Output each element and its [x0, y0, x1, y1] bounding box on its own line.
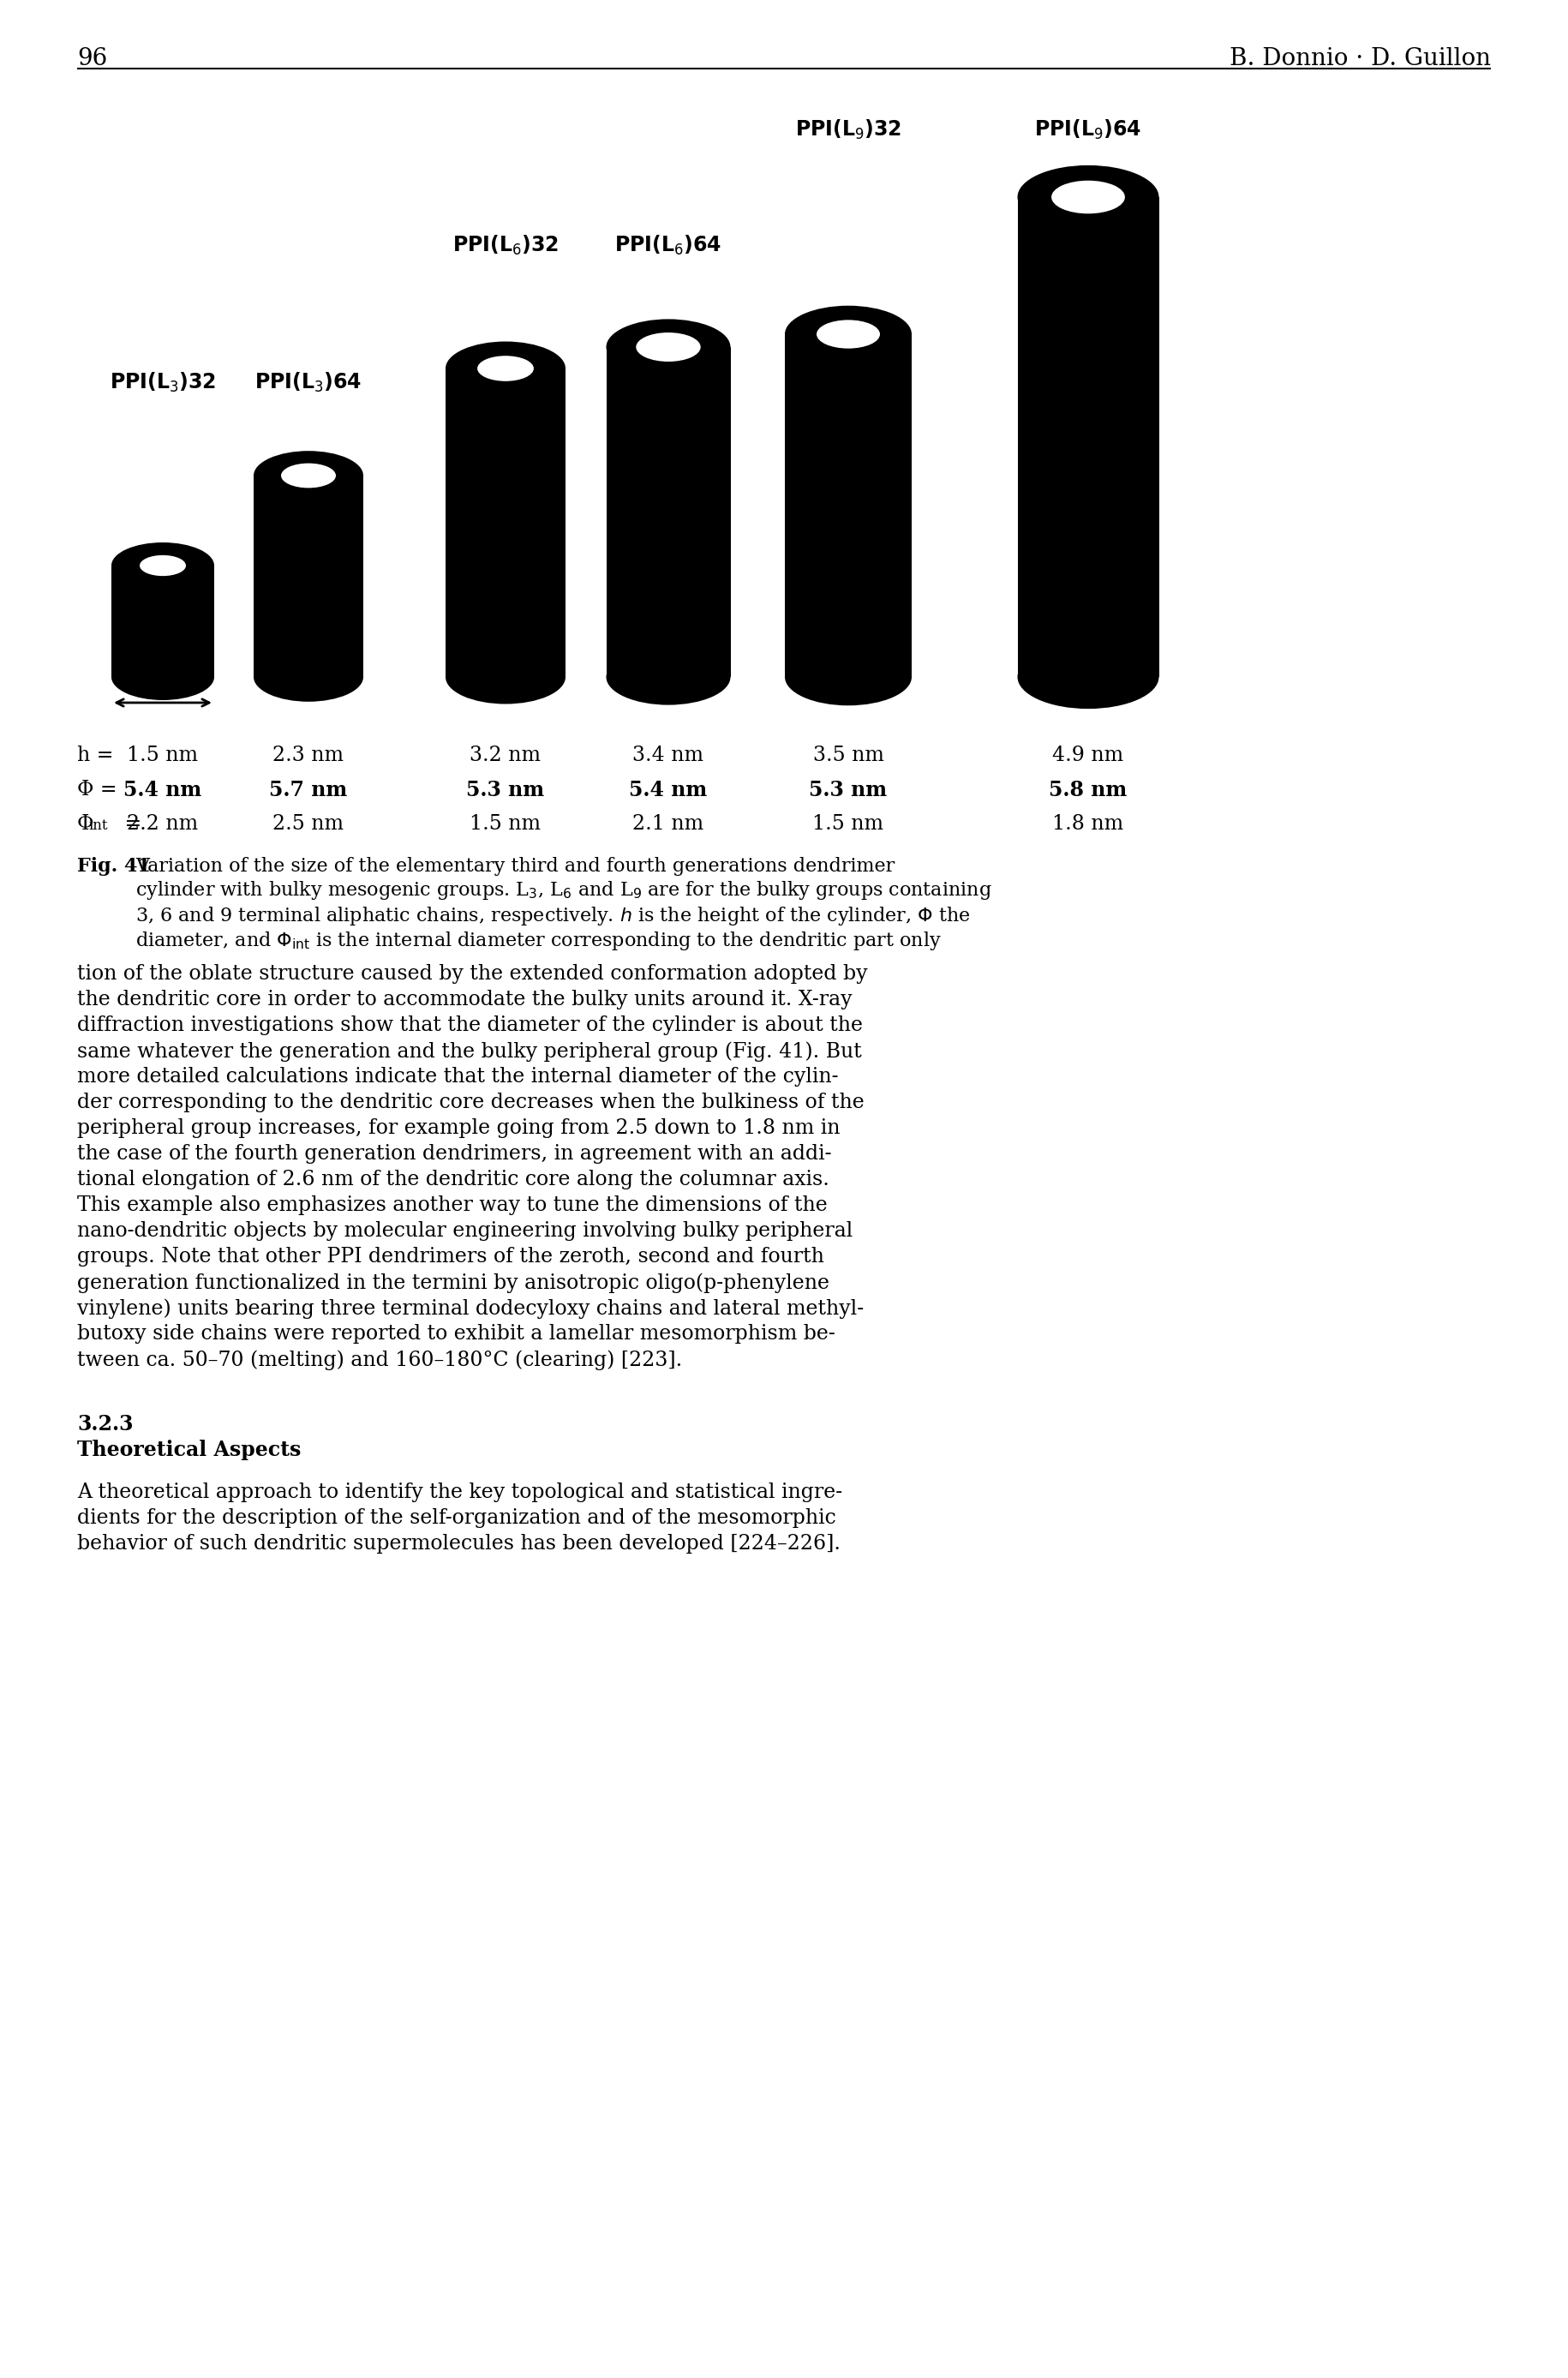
Ellipse shape — [445, 649, 566, 704]
Text: Φ: Φ — [77, 813, 94, 835]
Text: Fig. 41: Fig. 41 — [77, 856, 157, 875]
Bar — [111, 566, 215, 678]
Text: PPI(L$_3$)64: PPI(L$_3$)64 — [254, 371, 362, 395]
Text: =: = — [118, 813, 141, 835]
Text: 1.5 nm: 1.5 nm — [127, 747, 199, 766]
Ellipse shape — [254, 452, 364, 499]
Text: PPI(L$_6$)32: PPI(L$_6$)32 — [452, 233, 558, 257]
Text: butoxy side chains were reported to exhibit a lamellar mesomorphism be-: butoxy side chains were reported to exhi… — [77, 1325, 836, 1344]
Ellipse shape — [254, 652, 364, 702]
Text: 5.4 nm: 5.4 nm — [629, 780, 707, 801]
Text: vinylene) units bearing three terminal dodecyloxy chains and lateral methyl-: vinylene) units bearing three terminal d… — [77, 1298, 864, 1317]
Ellipse shape — [1018, 166, 1159, 228]
Bar — [445, 369, 566, 678]
Text: 3.5 nm: 3.5 nm — [812, 747, 884, 766]
Bar — [1018, 197, 1159, 678]
Text: B. Donnio · D. Guillon: B. Donnio · D. Guillon — [1229, 48, 1491, 71]
Ellipse shape — [111, 654, 215, 699]
Text: int: int — [88, 818, 108, 832]
Ellipse shape — [786, 649, 911, 706]
Text: diffraction investigations show that the diameter of the cylinder is about the: diffraction investigations show that the… — [77, 1015, 862, 1034]
Text: generation functionalized in the termini by anisotropic oligo(p-phenylene: generation functionalized in the termini… — [77, 1272, 829, 1294]
Text: Φ =: Φ = — [77, 780, 118, 799]
Text: dients for the description of the self-organization and of the mesomorphic: dients for the description of the self-o… — [77, 1508, 836, 1529]
Text: PPI(L$_9$)32: PPI(L$_9$)32 — [795, 119, 902, 140]
Text: 96: 96 — [77, 48, 107, 71]
Text: groups. Note that other PPI dendrimers of the zeroth, second and fourth: groups. Note that other PPI dendrimers o… — [77, 1246, 825, 1267]
Text: peripheral group increases, for example going from 2.5 down to 1.8 nm in: peripheral group increases, for example … — [77, 1118, 840, 1139]
Ellipse shape — [637, 333, 701, 361]
Bar — [254, 476, 364, 678]
Text: 4.9 nm: 4.9 nm — [1052, 747, 1124, 766]
Text: Variation of the size of the elementary third and fourth generations dendrimer
c: Variation of the size of the elementary … — [135, 856, 993, 954]
Text: 2.1 nm: 2.1 nm — [633, 813, 704, 835]
Text: Theoretical Aspects: Theoretical Aspects — [77, 1439, 301, 1460]
Bar — [607, 347, 731, 678]
Text: der corresponding to the dendritic core decreases when the bulkiness of the: der corresponding to the dendritic core … — [77, 1092, 864, 1113]
Bar — [786, 335, 911, 678]
Text: nano-dendritic objects by molecular engineering involving bulky peripheral: nano-dendritic objects by molecular engi… — [77, 1222, 853, 1241]
Text: same whatever the generation and the bulky peripheral group (Fig. 41). But: same whatever the generation and the bul… — [77, 1042, 862, 1061]
Text: more detailed calculations indicate that the internal diameter of the cylin-: more detailed calculations indicate that… — [77, 1068, 839, 1087]
Ellipse shape — [786, 307, 911, 364]
Text: 5.3 nm: 5.3 nm — [467, 780, 544, 801]
Text: tion of the oblate structure caused by the extended conformation adopted by: tion of the oblate structure caused by t… — [77, 963, 867, 984]
Ellipse shape — [607, 319, 731, 376]
Text: 2.2 nm: 2.2 nm — [127, 813, 199, 835]
Text: 1.8 nm: 1.8 nm — [1052, 813, 1124, 835]
Text: 5.4 nm: 5.4 nm — [124, 780, 202, 801]
Text: 5.8 nm: 5.8 nm — [1049, 780, 1127, 801]
Ellipse shape — [607, 649, 731, 704]
Ellipse shape — [1052, 181, 1124, 214]
Text: A theoretical approach to identify the key topological and statistical ingre-: A theoretical approach to identify the k… — [77, 1481, 842, 1503]
Text: 5.7 nm: 5.7 nm — [270, 780, 348, 801]
Text: PPI(L$_3$)32: PPI(L$_3$)32 — [110, 371, 216, 395]
Ellipse shape — [477, 357, 533, 380]
Text: h =: h = — [77, 747, 113, 766]
Text: 1.5 nm: 1.5 nm — [812, 813, 884, 835]
Ellipse shape — [445, 342, 566, 395]
Text: 1.5 nm: 1.5 nm — [470, 813, 541, 835]
Text: This example also emphasizes another way to tune the dimensions of the: This example also emphasizes another way… — [77, 1196, 828, 1215]
Text: behavior of such dendritic supermolecules has been developed [224–226].: behavior of such dendritic supermolecule… — [77, 1534, 840, 1553]
Ellipse shape — [1018, 644, 1159, 709]
Text: PPI(L$_9$)64: PPI(L$_9$)64 — [1035, 119, 1142, 140]
Text: the case of the fourth generation dendrimers, in agreement with an addi-: the case of the fourth generation dendri… — [77, 1144, 831, 1163]
Text: 2.5 nm: 2.5 nm — [273, 813, 343, 835]
Ellipse shape — [281, 464, 336, 487]
Text: 2.3 nm: 2.3 nm — [273, 747, 343, 766]
Text: tional elongation of 2.6 nm of the dendritic core along the columnar axis.: tional elongation of 2.6 nm of the dendr… — [77, 1170, 829, 1189]
Text: the dendritic core in order to accommodate the bulky units around it. X-ray: the dendritic core in order to accommoda… — [77, 989, 853, 1011]
Text: tween ca. 50–70 (melting) and 160–180°C (clearing) [223].: tween ca. 50–70 (melting) and 160–180°C … — [77, 1351, 682, 1370]
Text: 5.3 nm: 5.3 nm — [809, 780, 887, 801]
Ellipse shape — [817, 321, 880, 350]
Text: 3.4 nm: 3.4 nm — [633, 747, 704, 766]
Text: 3.2 nm: 3.2 nm — [470, 747, 541, 766]
Text: 3.2.3: 3.2.3 — [77, 1415, 133, 1434]
Ellipse shape — [111, 542, 215, 590]
Ellipse shape — [140, 554, 187, 575]
Text: PPI(L$_6$)64: PPI(L$_6$)64 — [615, 233, 721, 257]
